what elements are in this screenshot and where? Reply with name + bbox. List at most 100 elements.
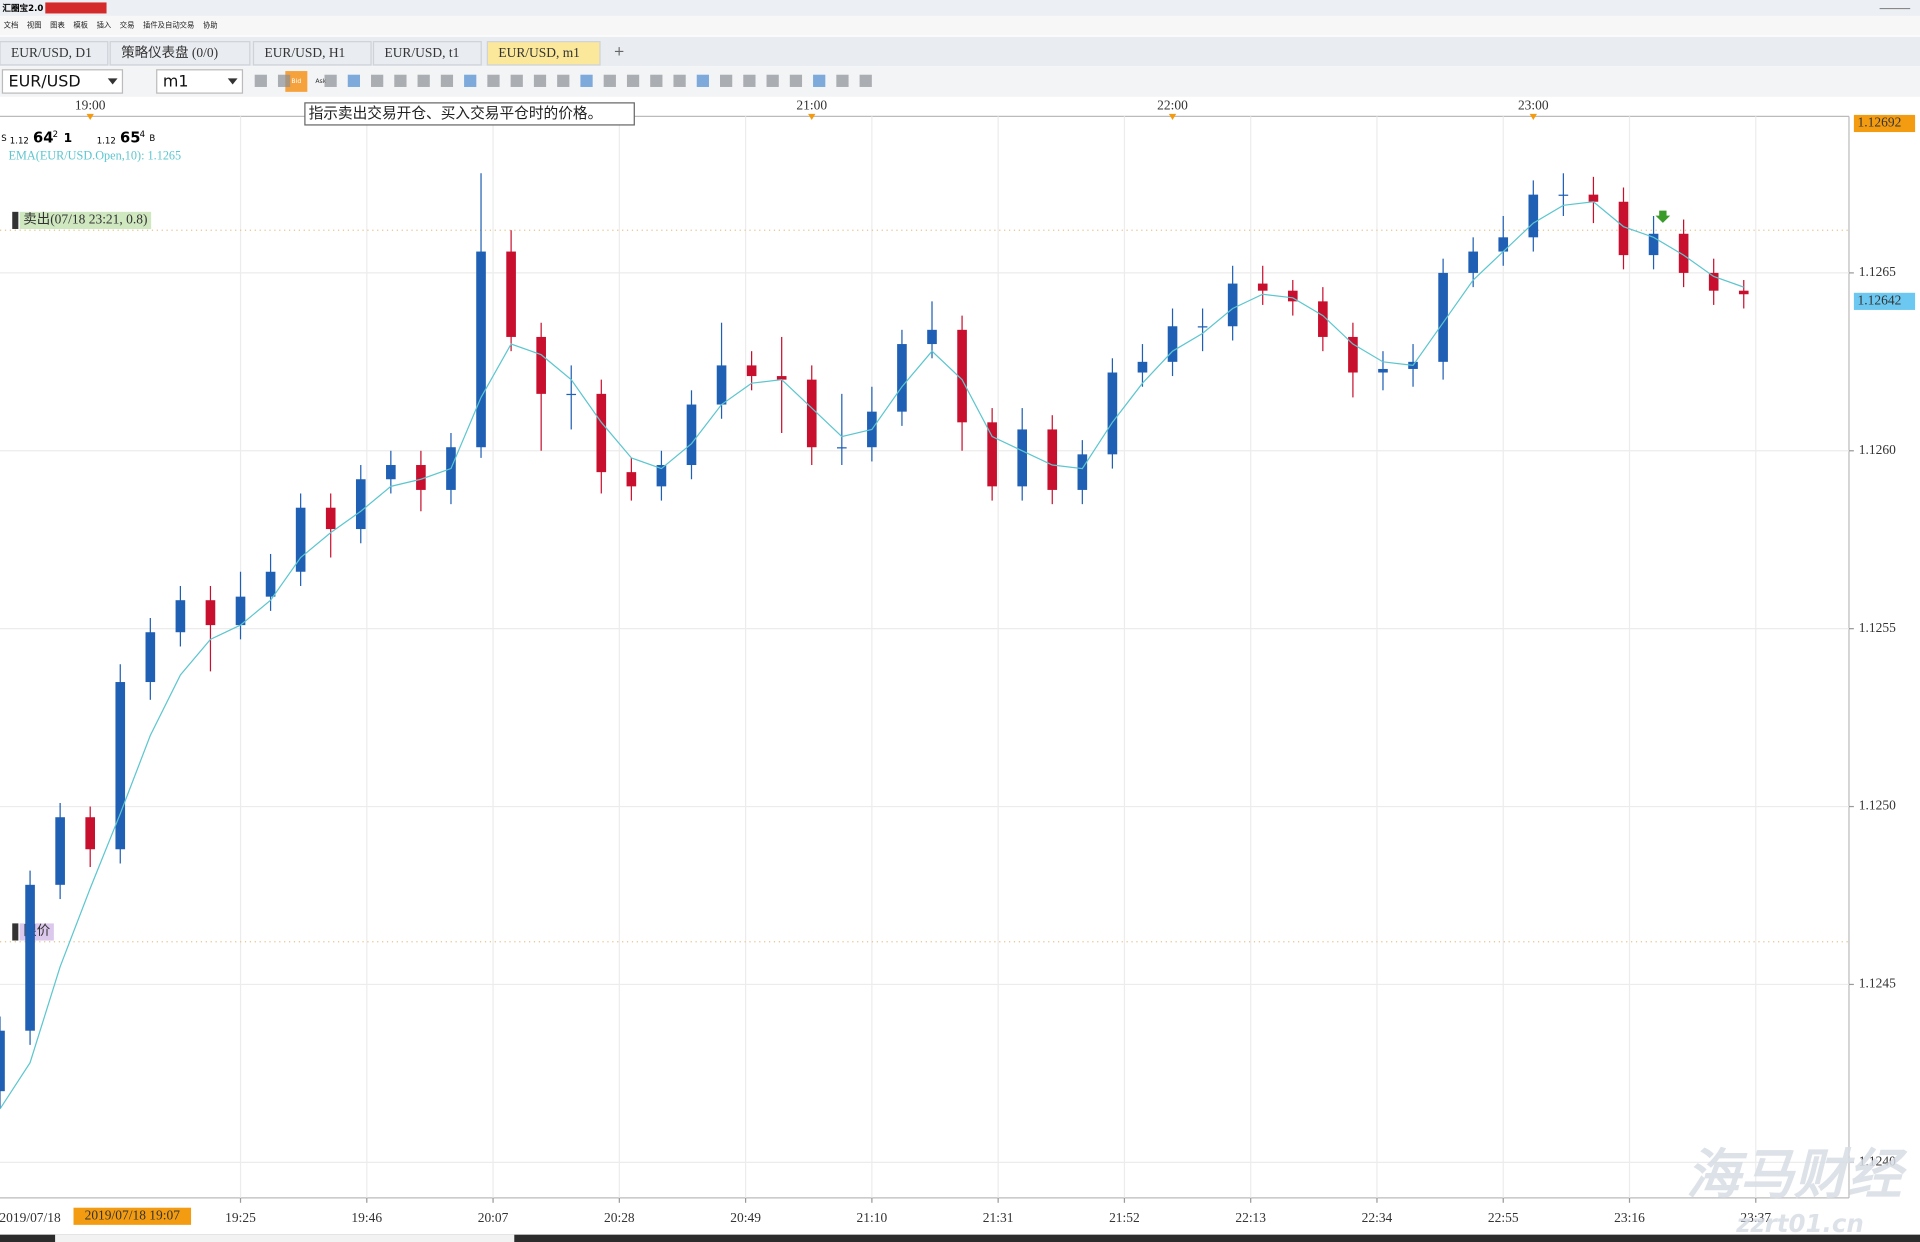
watermark-url: zzrt01.cn <box>1735 1209 1864 1238</box>
candle-body <box>626 472 637 487</box>
candle-body <box>1468 251 1478 273</box>
tool-icon[interactable] <box>580 74 593 87</box>
menu-item[interactable]: 交易 <box>120 21 135 30</box>
title-bar <box>0 0 1920 16</box>
menu-item[interactable]: 插件及自动交易 <box>143 21 194 30</box>
candle-body <box>957 329 967 423</box>
tool-icon[interactable] <box>510 74 523 87</box>
candle-body <box>686 404 697 466</box>
x-tick-label: 19:25 <box>225 1210 256 1225</box>
menu-item[interactable]: 视图 <box>27 21 42 30</box>
tool-icon[interactable] <box>347 74 360 87</box>
tab[interactable] <box>109 41 251 66</box>
quote-spread: 1 <box>64 131 73 145</box>
symbol: EUR/USD <box>9 72 81 91</box>
tab[interactable] <box>0 41 109 66</box>
x-tick-label: 22:55 <box>1488 1210 1519 1225</box>
y-tick-label: 1.1250 <box>1859 798 1896 813</box>
candle-body <box>1107 372 1118 455</box>
tool-icon[interactable] <box>533 74 547 87</box>
quote-side: S <box>1 134 6 144</box>
tool-icon[interactable] <box>324 74 337 87</box>
top-tick <box>1529 113 1537 121</box>
tool-icon[interactable] <box>859 74 872 87</box>
tool-icon[interactable] <box>394 74 407 87</box>
tool-icon[interactable] <box>487 74 500 87</box>
candle-body <box>265 571 276 597</box>
tab[interactable] <box>486 41 601 66</box>
red-button[interactable] <box>45 2 107 14</box>
candle-body <box>145 632 156 683</box>
x-tick-label: 20:49 <box>730 1210 761 1225</box>
candle-body <box>1348 336 1358 373</box>
dropdown-arrow <box>107 78 118 85</box>
status-strip <box>0 1234 1920 1242</box>
candle-body <box>776 376 787 380</box>
tool-icon[interactable] <box>464 74 477 87</box>
tool-icon[interactable] <box>371 74 384 87</box>
bid-button[interactable] <box>285 71 308 92</box>
level-handle <box>12 923 19 941</box>
tab-label: EUR/USD, H1 <box>264 45 345 60</box>
tool-icon[interactable] <box>743 74 756 87</box>
quote-side: B <box>149 134 155 144</box>
tool-icon[interactable] <box>789 74 803 87</box>
tool-icon[interactable] <box>650 74 663 87</box>
tool-icon[interactable] <box>603 74 616 87</box>
date-label: 2019/07/18 <box>0 1210 61 1225</box>
candle-body <box>205 600 216 626</box>
bid-label: Bid <box>291 78 301 85</box>
x-tick-label: 19:46 <box>351 1210 382 1225</box>
period-combo[interactable] <box>156 69 244 94</box>
scroll-thumb[interactable] <box>55 1234 515 1242</box>
tool-icon[interactable] <box>673 74 686 87</box>
price-tag <box>1853 114 1916 133</box>
tool-icon[interactable] <box>254 74 267 87</box>
x-tick-label: 22:34 <box>1362 1210 1393 1225</box>
candle-body <box>295 507 306 572</box>
tool-icon[interactable] <box>277 74 291 87</box>
candle-body <box>716 365 727 405</box>
candle-body <box>1558 194 1569 196</box>
menu-item[interactable]: 文档 <box>4 21 19 30</box>
tool-icon[interactable] <box>813 74 826 87</box>
tab-label: 策略仪表盘 (0/0) <box>121 44 218 60</box>
candle-body <box>987 422 997 487</box>
candle-body <box>85 817 96 850</box>
candle-body <box>1528 194 1539 238</box>
tool-icon[interactable] <box>557 74 570 87</box>
menu-item[interactable]: 插入 <box>97 21 112 30</box>
quote-pips: 64 <box>33 129 53 146</box>
tab[interactable] <box>372 41 482 66</box>
menu-item[interactable]: 协助 <box>203 21 218 30</box>
candle-body <box>1648 233 1659 256</box>
tool-icon[interactable] <box>417 74 430 87</box>
tab-label: EUR/USD, t1 <box>384 45 459 60</box>
ask-label[interactable]: Ask <box>315 78 326 85</box>
candle-body <box>1197 326 1208 328</box>
menu-item[interactable]: 图表 <box>50 21 65 30</box>
candle-body <box>235 596 246 626</box>
price-tag-label: 1.12642 <box>1858 292 1902 307</box>
candle-body <box>596 393 607 473</box>
app-title: 汇圈宝2.0 <box>2 2 43 14</box>
tab[interactable] <box>252 41 372 66</box>
candle-body <box>25 884 35 1031</box>
watermark: 海马财经 <box>1686 1143 1908 1206</box>
candle-body <box>1318 301 1328 337</box>
add-tab[interactable]: + <box>613 43 624 59</box>
tool-icon[interactable] <box>696 74 709 87</box>
tool-icon[interactable] <box>720 74 733 87</box>
candle-body <box>1378 368 1388 373</box>
menu-item[interactable]: 模板 <box>73 21 88 30</box>
tool-icon[interactable] <box>440 74 454 87</box>
chart-type-button[interactable] <box>129 69 152 94</box>
candle-body <box>1077 454 1088 490</box>
candle-body <box>1678 233 1689 273</box>
symbol-combo[interactable] <box>1 69 124 94</box>
tool-icon[interactable] <box>626 74 640 87</box>
tool-icon[interactable] <box>836 74 849 87</box>
top-tick-label: 21:00 <box>796 98 827 113</box>
tool-icon[interactable] <box>766 74 779 87</box>
candle-body <box>1167 326 1178 362</box>
